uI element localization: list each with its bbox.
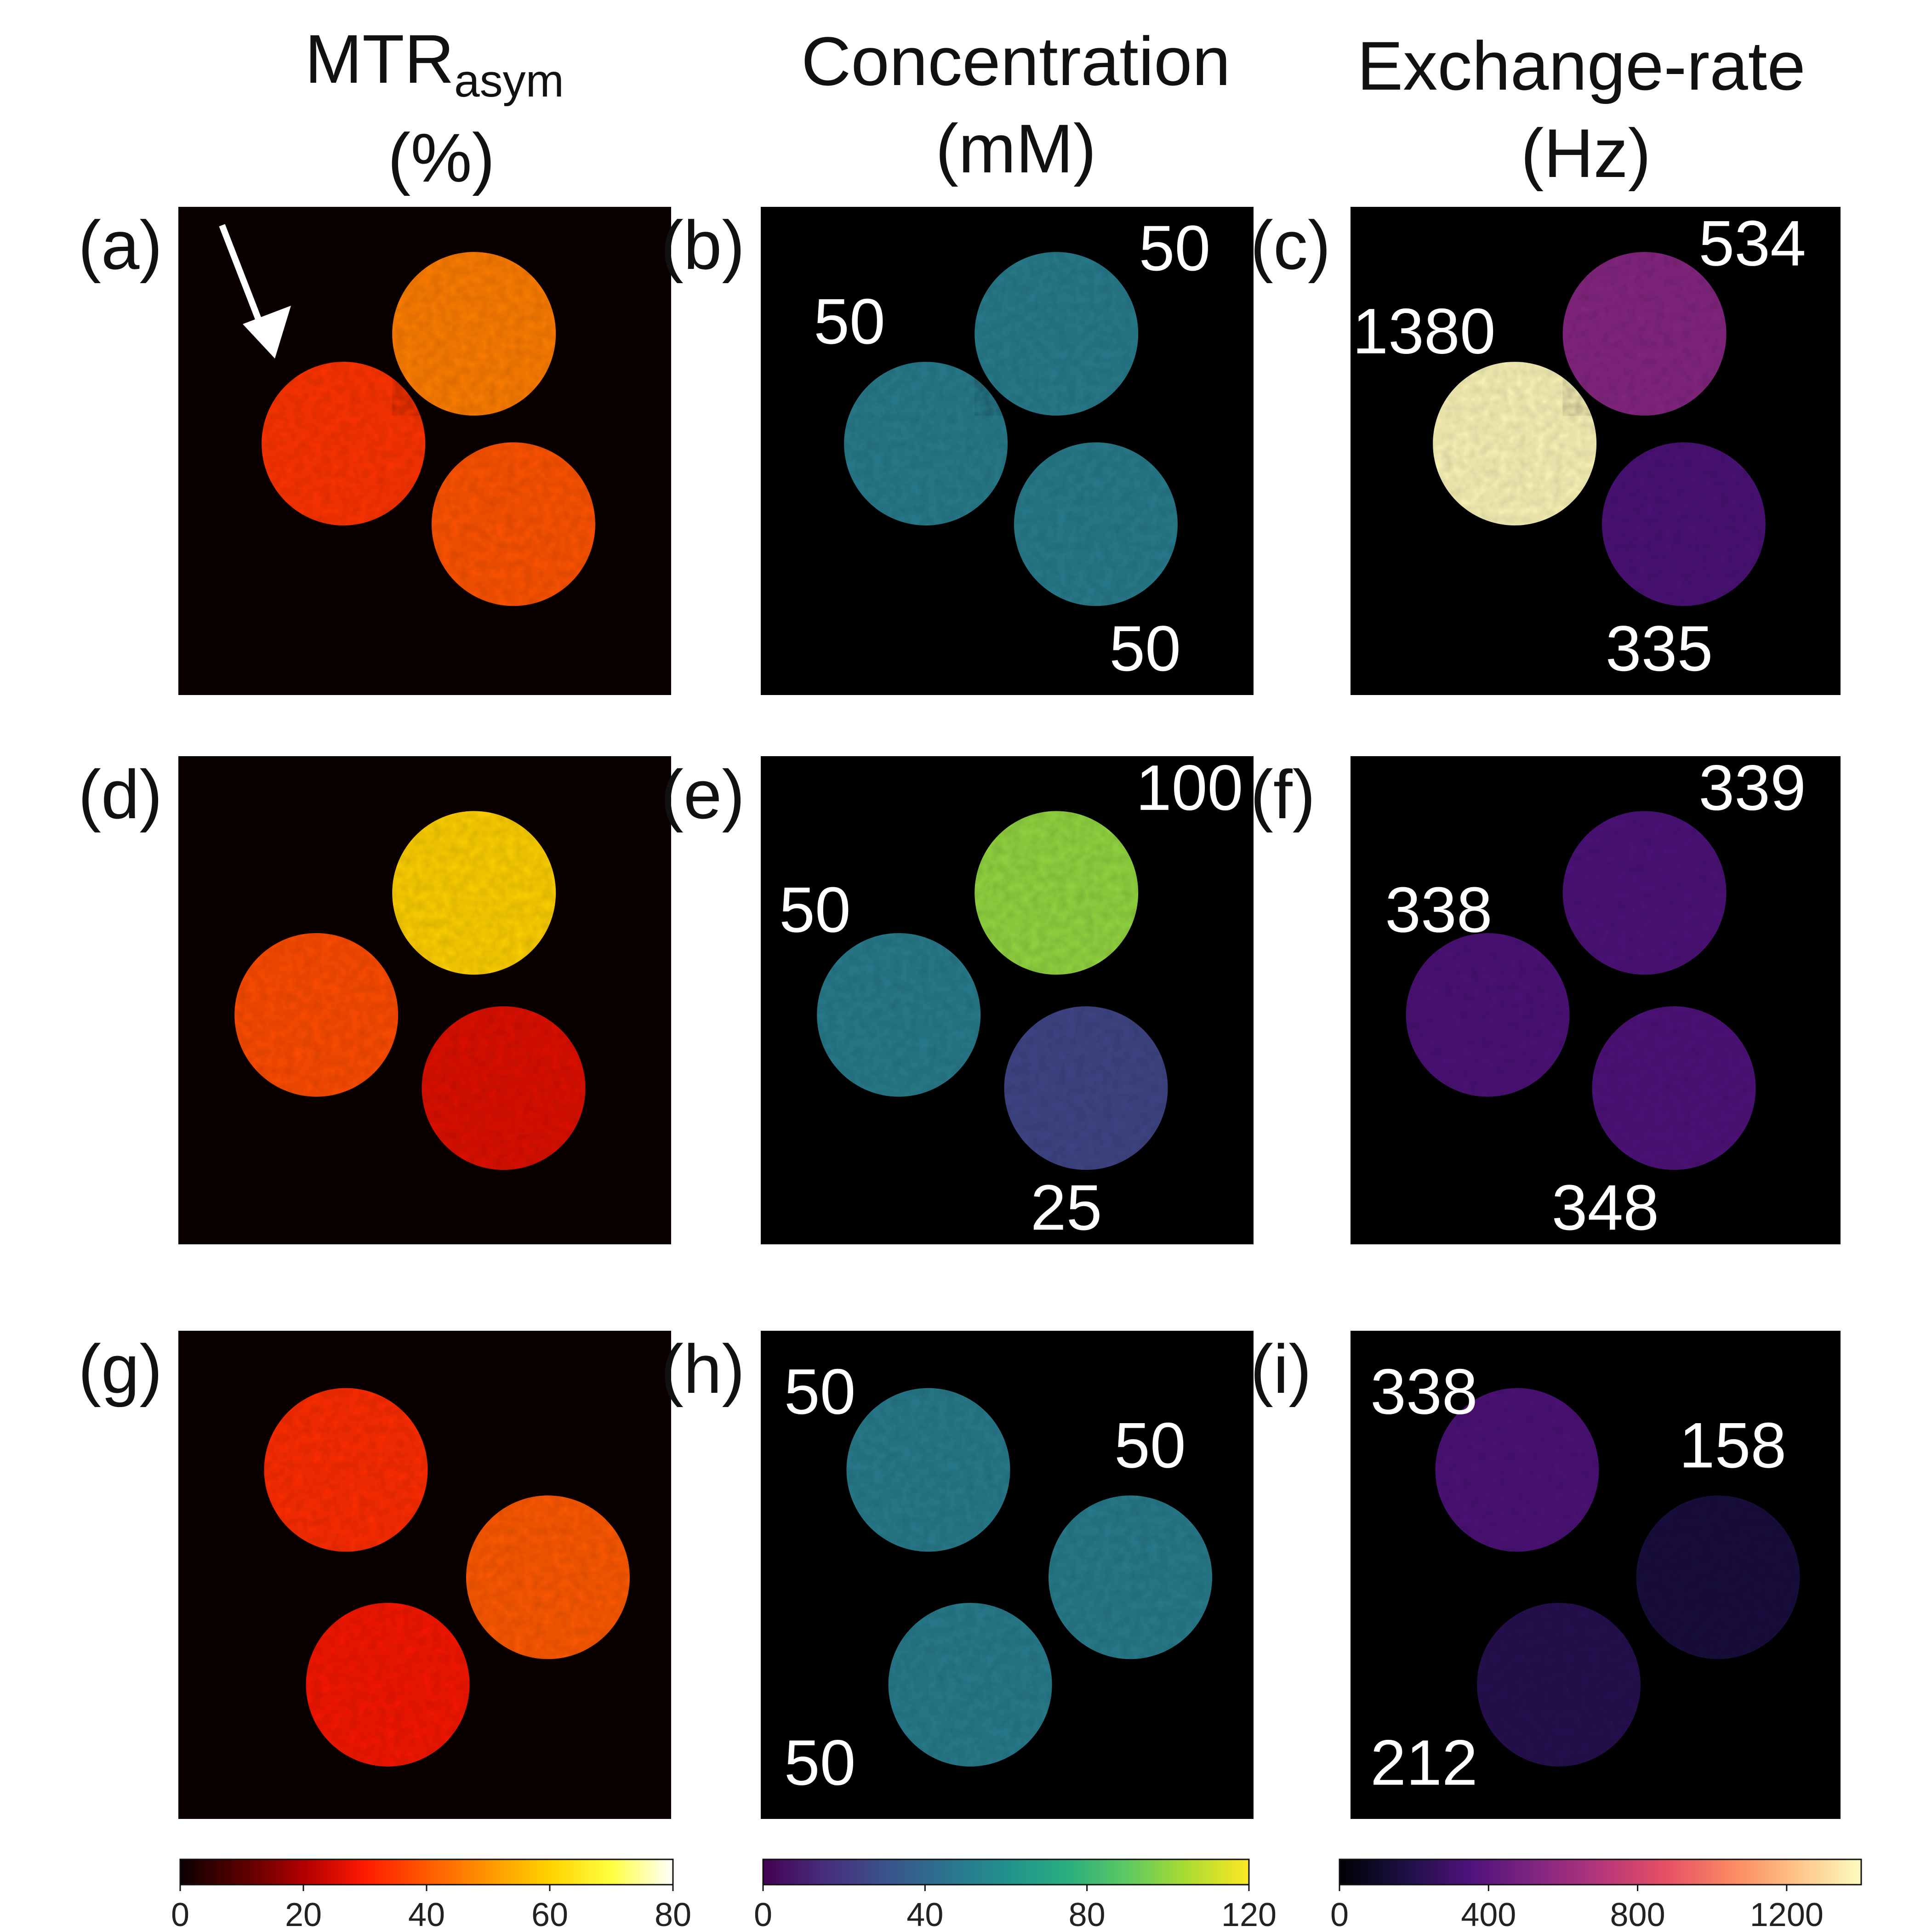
colorbar-tick-label: 120 (1221, 1897, 1277, 1932)
colorbar-tick-label: 400 (1461, 1897, 1516, 1932)
column-title-concentration: Concentration (mM) (801, 23, 1231, 187)
value-label-bottom-right: 25 (1031, 1171, 1102, 1243)
value-label-left: 338 (1385, 873, 1493, 946)
value-label-right: 50 (1114, 1409, 1186, 1481)
phantom-texture (392, 811, 556, 975)
colorbar-conc: 0 40 80 120 (754, 1858, 1277, 1932)
colorbar-tick-label: 0 (754, 1897, 772, 1932)
phantom-texture (1601, 442, 1766, 606)
panel-g: (g) (78, 1330, 671, 1819)
phantom-texture (844, 362, 1008, 526)
phantom-texture (1435, 1388, 1599, 1552)
col-unit-2: (Hz) (1521, 114, 1651, 192)
colorbar-gradient (179, 1858, 674, 1886)
phantom-texture (846, 1388, 1010, 1552)
col-title-sub-0: asym (454, 55, 564, 107)
colorbar-gradient (762, 1858, 1250, 1886)
colorbar-row: 0 20 40 60 80 0 40 80 120 0 400 800 1200 (171, 1858, 1862, 1932)
colorbar-gradient (1339, 1858, 1862, 1886)
colorbar-tick-label: 60 (531, 1897, 568, 1932)
panel-label: (g) (78, 1330, 162, 1408)
phantom-texture (1562, 811, 1727, 975)
panel-label: (b) (661, 206, 745, 284)
value-label-left: 50 (814, 285, 885, 357)
col-unit-0: (%) (388, 119, 495, 196)
value-label-bottom-right: 335 (1606, 612, 1713, 684)
phantom-texture (306, 1602, 470, 1767)
panel-label: (d) (78, 756, 162, 833)
panel-label: (a) (78, 206, 162, 284)
phantom-texture (234, 933, 399, 1097)
value-label-top-right: 339 (1698, 752, 1806, 824)
phantom-texture (262, 362, 426, 526)
value-label-bottom-right: 348 (1552, 1171, 1659, 1243)
phantom-texture (1004, 1006, 1168, 1170)
value-label-bottom-right: 50 (1109, 612, 1181, 684)
panel-i: (i) 338 158 212 (1250, 1330, 1841, 1819)
column-title-exchange-rate: Exchange-rate (Hz) (1357, 27, 1806, 192)
colorbar-tick-label: 40 (906, 1897, 943, 1932)
colorbar-tick-label: 800 (1610, 1897, 1665, 1932)
svg-text:MTRasym: MTRasym (305, 20, 564, 107)
panel-d: (d) (78, 756, 671, 1244)
phantom-texture (1014, 442, 1178, 606)
phantom-texture (1433, 362, 1597, 526)
panel-label: (e) (661, 756, 745, 833)
value-label-top-right: 534 (1698, 207, 1806, 279)
phantom-texture (466, 1495, 630, 1659)
col-unit-1: (mM) (935, 110, 1096, 187)
value-label-bottom-left: 50 (784, 1727, 856, 1799)
panel-label: (f) (1250, 756, 1316, 833)
value-label-bottom-left: 212 (1370, 1727, 1478, 1799)
phantom-texture (888, 1602, 1052, 1767)
phantom-texture (1477, 1602, 1641, 1767)
panel-label: (c) (1250, 206, 1331, 284)
colorbar-tick-label: 0 (171, 1897, 189, 1932)
phantom-texture (431, 442, 595, 606)
col-title-main-1: Concentration (801, 23, 1231, 100)
panel-c: (c) 1380 534 335 (1250, 206, 1841, 695)
panel-h: (h) 50 50 50 (661, 1330, 1254, 1819)
value-label-left: 1380 (1352, 295, 1495, 367)
value-label-top-right: 50 (1139, 212, 1211, 284)
panel-label: (h) (661, 1330, 745, 1408)
col-title-main-0: MTR (305, 20, 454, 97)
panel-b: (b) 50 50 50 (661, 206, 1254, 695)
colorbar-tick-label: 20 (285, 1897, 322, 1932)
column-title-mtr: MTRasym (%) (305, 20, 564, 196)
panel-a: (a) (78, 206, 671, 695)
phantom-texture (817, 933, 981, 1097)
col-title-main-2: Exchange-rate (1357, 27, 1806, 104)
value-label-top-left: 50 (784, 1356, 856, 1428)
panel-e: (e) 50 100 25 (661, 752, 1254, 1244)
value-label-left: 50 (779, 873, 851, 946)
panel-grid: (a) (b) 50 50 50 (c) 1380 534 335 (d) (e) 50 100 25 (f… (78, 206, 1841, 1819)
colorbar-tick-label: 80 (1069, 1897, 1106, 1932)
colorbar-tick-label: 1200 (1750, 1897, 1824, 1932)
phantom-texture (392, 252, 556, 416)
phantom-texture (975, 252, 1139, 416)
value-label-top-left: 338 (1370, 1356, 1478, 1428)
phantom-texture (422, 1006, 586, 1170)
colorbar-kex: 0 400 800 1200 (1330, 1858, 1862, 1932)
colorbar-tick-label: 80 (655, 1897, 691, 1932)
phantom-texture (1049, 1495, 1212, 1659)
phantom-texture (1636, 1495, 1800, 1659)
phantom-texture (264, 1388, 428, 1552)
phantom-texture (1406, 933, 1570, 1097)
colorbar-tick-label: 0 (1330, 1897, 1349, 1932)
phantom-texture (1592, 1006, 1756, 1170)
colorbar-mtr: 0 20 40 60 80 (171, 1858, 691, 1932)
value-label-right: 158 (1679, 1409, 1787, 1481)
value-label-top-right: 100 (1136, 752, 1243, 824)
panel-label: (i) (1250, 1330, 1311, 1408)
colorbar-tick-label: 40 (408, 1897, 445, 1932)
panel-f: (f) 338 339 348 (1250, 752, 1841, 1244)
arrow-head-icon (243, 306, 291, 359)
phantom-texture (975, 811, 1139, 975)
phantom-texture (1562, 252, 1727, 416)
